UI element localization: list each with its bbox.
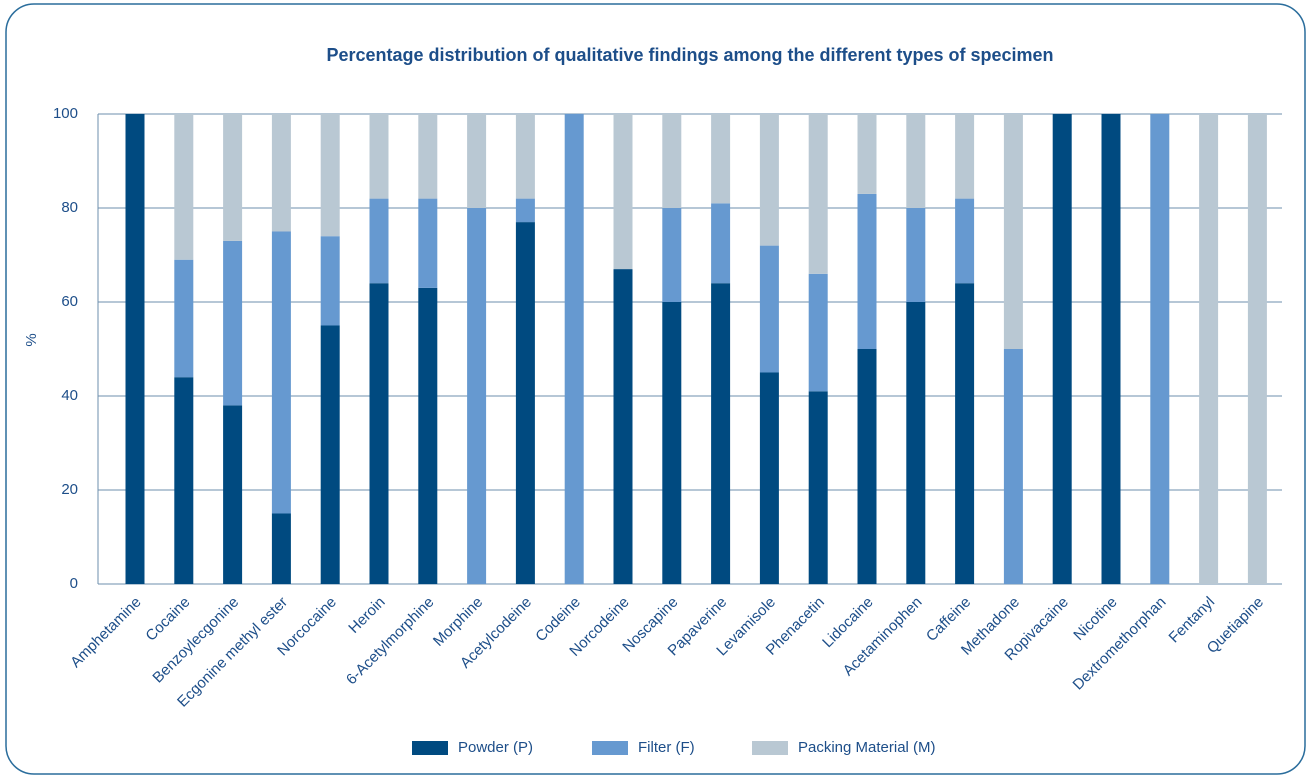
y-axis-label: % xyxy=(23,333,40,346)
bar-segment xyxy=(320,236,340,326)
bar-segment xyxy=(711,114,731,204)
x-tick-label: Benzoylecgonine xyxy=(149,594,242,687)
bar-segment xyxy=(955,114,975,199)
bar-segment xyxy=(759,372,779,584)
bar-segment xyxy=(857,349,877,584)
bar-segment xyxy=(515,222,535,584)
bar-segment xyxy=(1052,114,1072,584)
bar-segment xyxy=(515,114,535,199)
y-tick-label: 40 xyxy=(61,387,78,404)
bar-segment xyxy=(320,114,340,237)
bar-segment xyxy=(1199,114,1219,584)
y-tick-label: 60 xyxy=(61,293,78,310)
bar-segment xyxy=(564,114,584,584)
bar-segment xyxy=(1150,114,1170,584)
bar-segment xyxy=(1101,114,1121,584)
x-tick-label: Nicotine xyxy=(1070,594,1120,644)
bar-segment xyxy=(808,391,828,584)
bar-segment xyxy=(271,231,291,514)
bar-segment xyxy=(369,283,389,584)
bar-segment xyxy=(467,208,487,584)
y-tick-label: 100 xyxy=(53,105,78,122)
legend-swatch xyxy=(592,741,628,755)
bar-segment xyxy=(662,114,682,208)
y-tick-label: 80 xyxy=(61,199,78,216)
bar-segment xyxy=(857,193,877,349)
bar-segment xyxy=(1003,349,1023,584)
bar-segment xyxy=(906,208,926,302)
x-tick-label: 6-Acetylmorphine xyxy=(343,594,438,689)
legend-label: Powder (P) xyxy=(458,739,533,756)
x-tick-label: Heroin xyxy=(345,594,388,637)
bar-segment xyxy=(418,114,438,199)
bar-segment xyxy=(223,405,243,584)
legend-swatch xyxy=(752,741,788,755)
bar-segment xyxy=(906,302,926,584)
frame xyxy=(5,3,1306,775)
bar-segment xyxy=(1247,114,1267,584)
bar-segment xyxy=(955,283,975,584)
bar-segment xyxy=(759,245,779,373)
bar-segment xyxy=(515,198,535,223)
bar-segment xyxy=(955,198,975,284)
legend-swatch xyxy=(412,741,448,755)
bar-segment xyxy=(125,114,145,584)
bar-segment xyxy=(808,273,828,392)
bar-segment xyxy=(759,114,779,246)
bar-segment xyxy=(369,198,389,284)
bar-segment xyxy=(467,114,487,208)
legend-label: Filter (F) xyxy=(638,739,695,756)
x-tick-label: Dextromethorphan xyxy=(1070,594,1170,694)
bar-segment xyxy=(271,114,291,232)
y-tick-label: 0 xyxy=(70,575,78,592)
bar-segment xyxy=(418,287,438,584)
bar-segment xyxy=(662,302,682,584)
bar-segment xyxy=(271,513,291,584)
bar-segment xyxy=(662,208,682,302)
bar-segment xyxy=(857,114,877,194)
x-tick-label: Amphetamine xyxy=(67,594,144,671)
bar-segment xyxy=(711,203,731,284)
bar-segment xyxy=(320,325,340,584)
bar-segment xyxy=(174,259,194,378)
bar-segment xyxy=(808,114,828,274)
bar-segment xyxy=(418,198,438,288)
bar-segment xyxy=(369,114,389,199)
chart-title: Percentage distribution of qualitative f… xyxy=(326,45,1053,65)
legend-label: Packing Material (M) xyxy=(798,739,936,756)
bar-segment xyxy=(711,283,731,584)
bar-segment xyxy=(174,114,194,260)
bar-segment xyxy=(613,114,633,270)
bar-segment xyxy=(174,377,194,584)
bar-segment xyxy=(1003,114,1023,349)
bar-segment xyxy=(223,114,243,241)
bar-segment xyxy=(223,240,243,406)
bar-segment xyxy=(613,269,633,584)
bar-segment xyxy=(906,114,926,208)
y-tick-label: 20 xyxy=(61,481,78,498)
